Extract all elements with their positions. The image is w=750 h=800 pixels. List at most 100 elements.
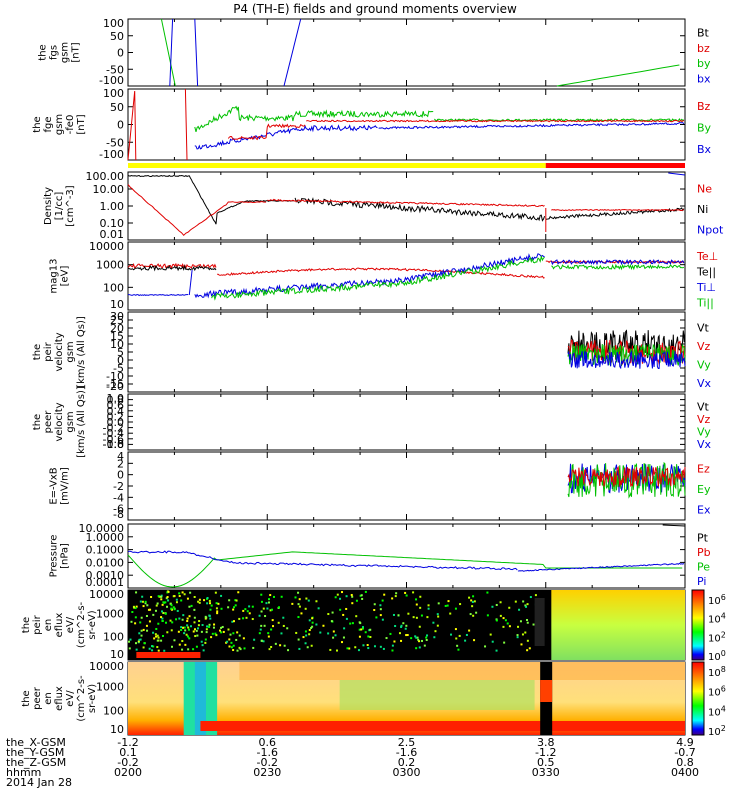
y-tick-label: 10000: [89, 660, 124, 673]
spectrogram-pixel: [259, 628, 262, 631]
series-Ti-perp: [194, 253, 545, 299]
panel-frame: [127, 451, 686, 521]
y-tick-label: 10: [110, 648, 124, 661]
spectrogram-pixel: [220, 631, 223, 634]
spectrogram-pixel: [412, 616, 415, 619]
spectrogram-pixel: [436, 613, 439, 616]
spectrogram-pixel: [385, 637, 388, 640]
spectrogram-pixel: [470, 599, 473, 602]
spectrogram-pixel: [142, 605, 145, 608]
spectrogram-pixel: [415, 616, 418, 619]
y-tick-label: 0: [117, 47, 124, 60]
spectrogram-pixel: [486, 591, 489, 594]
spectrogram-pixel: [504, 619, 507, 622]
spectrogram-pixel: [412, 591, 415, 594]
spectrogram-pixel: [263, 624, 266, 627]
spectrogram-pixel: [164, 612, 167, 615]
spectrogram-pixel: [322, 624, 325, 627]
spectrogram-pixel: [360, 594, 363, 597]
y-tick-label: 0.0001: [86, 576, 125, 589]
spectrogram-pixel: [228, 645, 231, 648]
spectrogram-pixel: [468, 596, 471, 599]
spectrogram-pixel: [265, 602, 268, 605]
spectrogram-pixel: [214, 591, 217, 594]
y-axis-label-line: [eV]: [60, 266, 71, 287]
y-axis-label-line: the: [32, 116, 43, 132]
spectrogram-pixel: [405, 594, 408, 597]
series-Ti-perp: [128, 293, 189, 297]
colorbar-exponent: 2: [721, 724, 726, 733]
spectrogram-pixel: [459, 603, 462, 606]
spectrogram-fill: [551, 590, 685, 660]
spectrogram-pixel: [351, 602, 354, 605]
legend-item: Vt: [697, 400, 710, 413]
y-tick-label: 100: [103, 87, 124, 100]
spectrogram-pixel: [201, 624, 204, 627]
spectrogram-pixel: [267, 601, 270, 604]
spectrogram-pixel: [437, 615, 440, 618]
spectrogram-pixel: [167, 590, 170, 593]
spectrogram-band: [200, 721, 685, 731]
spectrogram-pixel: [181, 618, 184, 621]
spectrogram-pixel: [162, 611, 165, 614]
spectrogram-pixel: [358, 628, 361, 631]
spectrogram-pixel: [181, 648, 184, 651]
y-axis-label-line: the: [38, 44, 49, 60]
series-Ne: [551, 208, 684, 212]
spectrogram-pixel: [135, 605, 138, 608]
spectrogram-pixel: [206, 625, 209, 628]
spectrogram-pixel: [308, 633, 311, 636]
spectrogram-pixel: [506, 622, 509, 625]
footer-value: 0.6: [259, 736, 277, 749]
y-tick-label: 0: [117, 469, 124, 482]
spectrogram-pixel: [204, 641, 207, 644]
spectrogram-pixel: [319, 631, 322, 634]
spectrogram-pixel: [268, 598, 271, 601]
spectrogram-pixel: [279, 644, 282, 647]
spectrogram-pixel: [400, 639, 403, 642]
spectrogram-pixel: [149, 608, 152, 611]
series-Te-perp: [545, 260, 684, 264]
y-tick-label: 30: [110, 310, 124, 323]
footer-value: -0.7: [674, 746, 695, 759]
spectrogram-pixel: [155, 604, 158, 607]
y-axis-label: thepeirenefluxeV/(cm^2-s-sr-eV): [21, 601, 98, 648]
spectrogram-pixel: [341, 641, 344, 644]
spectrogram-pixel: [189, 625, 192, 628]
spectrogram-pixel: [277, 606, 280, 609]
spectrogram-pixel: [173, 639, 176, 642]
footer-value: 0.2: [398, 756, 416, 769]
spectrogram-pixel: [392, 613, 395, 616]
spectrogram-pixel: [205, 628, 208, 631]
spectrogram-pixel: [502, 625, 505, 628]
spectrogram-pixel: [260, 624, 263, 627]
spectrogram-pixel: [134, 607, 137, 610]
series-Ne: [127, 184, 267, 237]
series-Npot: [668, 172, 686, 176]
y-axis-label-line: [1/cc]: [54, 192, 65, 221]
spectrogram-pixel: [193, 628, 196, 631]
spectrogram-pixel: [166, 631, 169, 634]
legend-item: Pb: [697, 546, 711, 559]
spectrogram-pixel: [402, 622, 405, 625]
spectrogram-pixel: [156, 646, 159, 649]
y-axis-label-line: fge: [43, 116, 54, 132]
spectrogram-pixel: [178, 617, 181, 620]
spectrogram-pixel: [184, 643, 187, 646]
spectrogram-pixel: [361, 597, 364, 600]
spectrogram-pixel: [397, 614, 400, 617]
legend-item: by: [697, 57, 711, 70]
spectrogram-pixel: [195, 645, 198, 648]
spectrogram-pixel: [141, 600, 144, 603]
spectrogram-pixel: [192, 630, 195, 633]
spectrogram-pixel: [260, 639, 263, 642]
spectrogram-pixel: [200, 640, 203, 643]
spectrogram-pixel: [495, 649, 498, 652]
spectrogram-pixel: [455, 637, 458, 640]
spectrogram-pixel: [404, 591, 407, 594]
footer-value: -0.2: [117, 756, 138, 769]
spectrogram-pixel: [220, 607, 223, 610]
legend-item: Vx: [697, 377, 712, 390]
spectrogram-pixel: [415, 603, 418, 606]
spectrogram-pixel: [237, 591, 240, 594]
